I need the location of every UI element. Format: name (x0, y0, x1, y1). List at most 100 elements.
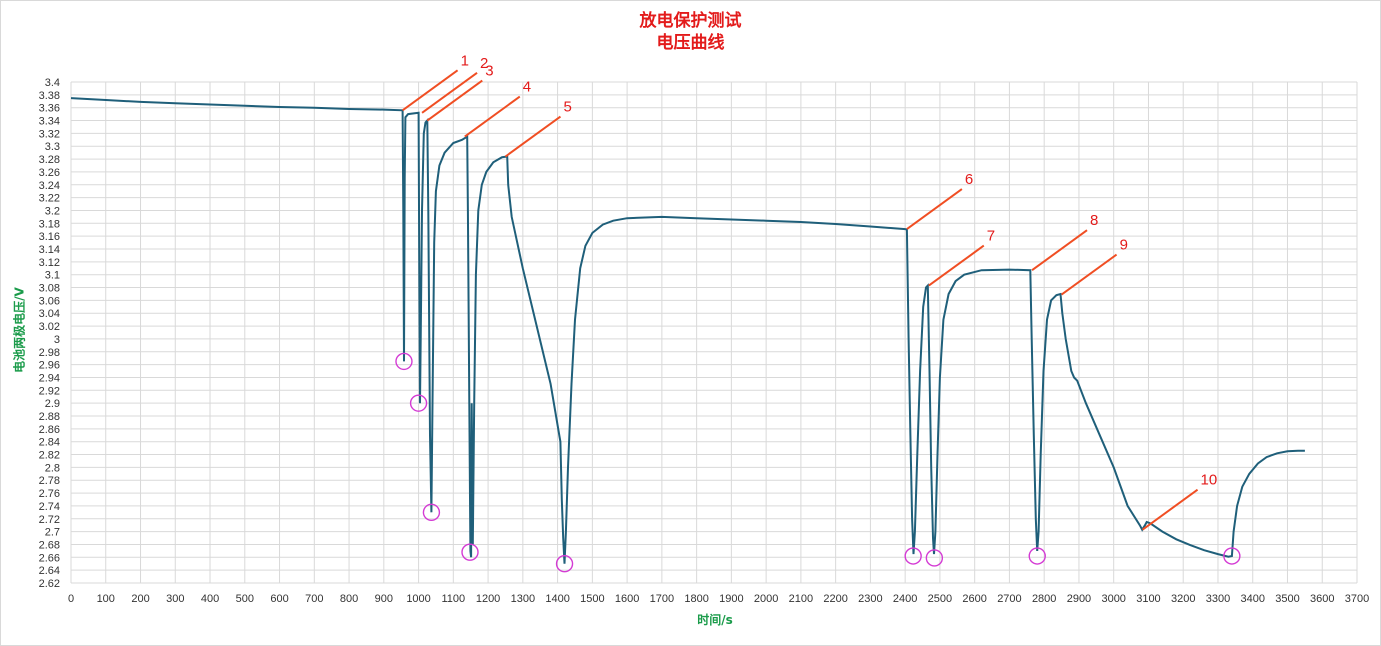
y-tick-label: 3.18 (39, 218, 60, 230)
y-tick-label: 2.66 (39, 552, 60, 564)
y-tick-label: 3.08 (39, 283, 60, 295)
x-tick-label: 2200 (823, 593, 847, 605)
annotation-leader-line (928, 244, 985, 287)
minimum-marker-circle (925, 549, 944, 567)
x-tick-label: 2700 (997, 593, 1021, 605)
annotation-label: 8 (1090, 212, 1098, 229)
annotation-leader-line (1141, 488, 1199, 531)
x-tick-label: 1000 (406, 593, 430, 605)
x-tick-label: 2100 (789, 593, 813, 605)
x-tick-label: 3300 (1206, 593, 1230, 605)
y-tick-label: 3.32 (39, 128, 60, 140)
annotation-label: 7 (987, 228, 995, 245)
x-tick-label: 0 (68, 593, 74, 605)
y-tick-label: 3.02 (39, 321, 60, 333)
x-tick-label: 1500 (580, 593, 604, 605)
x-tick-label: 2300 (858, 593, 882, 605)
minimum-marker-circle (1028, 547, 1046, 565)
annotation-label: 6 (965, 171, 973, 188)
minimum-marker-circle (904, 547, 922, 565)
x-tick-label: 3100 (1136, 593, 1160, 605)
x-tick-label: 600 (270, 593, 288, 605)
y-tick-label: 3.14 (39, 244, 60, 256)
annotation-leader-line (401, 69, 459, 112)
y-tick-label: 2.64 (39, 565, 60, 577)
minimum-marker-circle (461, 543, 479, 561)
y-tick-label: 2.62 (39, 578, 60, 590)
y-tick-label: 3.12 (39, 257, 60, 269)
y-tick-label: 2.72 (39, 514, 60, 526)
gridlines (70, 81, 1358, 584)
x-tick-label: 1200 (476, 593, 500, 605)
y-tick-label: 3.06 (39, 295, 60, 307)
annotation-leader-line (906, 188, 963, 230)
x-tick-label: 1600 (615, 593, 639, 605)
x-tick-label: 3700 (1345, 593, 1369, 605)
x-tick-label: 1700 (650, 593, 674, 605)
y-tick-label: 2.9 (45, 398, 60, 410)
annotation-label: 10 (1201, 472, 1218, 489)
annotation-label: 2 (480, 55, 488, 72)
x-tick-label: 700 (305, 593, 323, 605)
minimum-marker-circle (395, 352, 413, 371)
x-tick-label: 2000 (754, 593, 778, 605)
chart-title-line-1: 放电保护测试 (639, 11, 742, 31)
y-tick-label: 2.86 (39, 424, 60, 436)
x-tick-label: 3600 (1310, 593, 1334, 605)
y-tick-label: 2.68 (39, 539, 60, 551)
y-tick-label: 2.7 (45, 527, 60, 539)
x-tick-label: 100 (97, 593, 115, 605)
annotation-label: 1 (461, 52, 469, 69)
y-tick-label: 2.84 (39, 437, 60, 449)
x-tick-label: 2400 (893, 593, 917, 605)
minimum-marker-circle (409, 394, 428, 412)
chart-title: 放电保护测试 电压曲线 (0, 10, 1381, 54)
x-tick-label: 1300 (511, 593, 535, 605)
x-tick-label: 1100 (441, 593, 465, 605)
x-axis-ticks: 0 100 200 300 400 500 600 700 800 900 1000 1100 1200… (68, 593, 1369, 605)
y-tick-label: 3.4 (45, 77, 60, 89)
x-tick-label: 1400 (545, 593, 569, 605)
minimum-markers (395, 352, 1241, 573)
x-tick-label: 400 (201, 593, 219, 605)
y-tick-label: 3.36 (39, 103, 60, 115)
annotation-leader-line (1060, 253, 1118, 296)
x-tick-label: 800 (340, 593, 358, 605)
y-tick-label: 2.88 (39, 411, 60, 423)
minimum-marker-circle (1223, 547, 1241, 565)
x-tick-label: 3400 (1240, 593, 1264, 605)
y-tick-label: 2.94 (39, 372, 60, 384)
y-axis-ticks: 2.622.642.662.682.72.722.742.762.782.82.… (39, 77, 60, 590)
y-tick-label: 3.22 (39, 193, 60, 205)
x-tick-label: 3000 (1101, 593, 1125, 605)
y-tick-label: 3.28 (39, 154, 60, 166)
annotation-label: 9 (1120, 237, 1128, 254)
x-tick-label: 200 (131, 593, 149, 605)
minimum-marker-circle (422, 503, 441, 522)
y-tick-label: 2.92 (39, 385, 60, 397)
y-tick-label: 3.1 (45, 270, 60, 282)
y-tick-label: 2.98 (39, 347, 60, 359)
annotation-leader-line (426, 79, 483, 122)
annotations: 1 23 4 5 6 7 8 9 10 (401, 52, 1218, 531)
y-tick-label: 2.78 (39, 475, 60, 487)
y-tick-label: 2.82 (39, 450, 60, 462)
annotation-label: 5 (563, 99, 571, 116)
y-tick-label: 2.74 (39, 501, 60, 513)
x-tick-label: 2900 (1067, 593, 1091, 605)
voltage-series-line (70, 97, 1305, 564)
x-axis-label: 时间/s (697, 613, 733, 627)
x-tick-label: 300 (166, 593, 184, 605)
y-tick-label: 3 (54, 334, 60, 346)
y-tick-label: 3.26 (39, 167, 60, 179)
y-tick-label: 2.76 (39, 488, 60, 500)
x-tick-label: 1900 (719, 593, 743, 605)
annotation-leader-line (504, 115, 562, 158)
y-tick-label: 2.96 (39, 360, 60, 372)
y-tick-label: 3.34 (39, 116, 60, 128)
annotation-leader-line (464, 95, 521, 138)
x-tick-label: 2600 (962, 593, 986, 605)
annotation-label: 3 (485, 63, 493, 80)
y-axis-label: 电池两极电压/V (12, 287, 27, 373)
